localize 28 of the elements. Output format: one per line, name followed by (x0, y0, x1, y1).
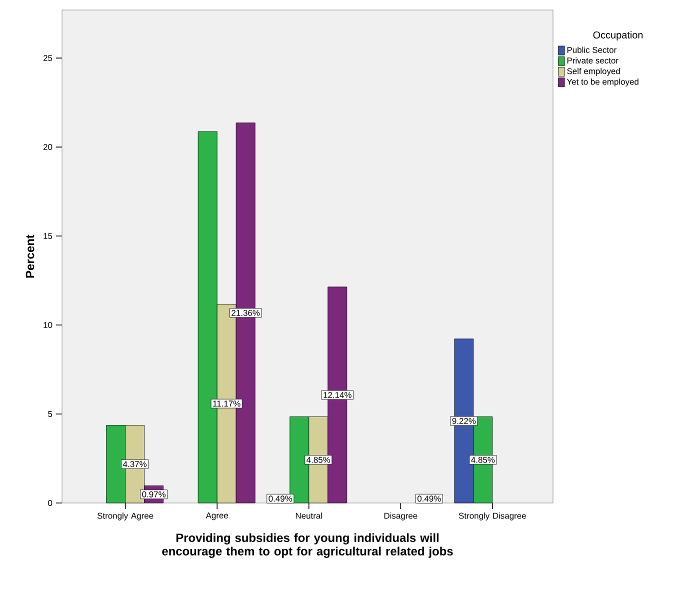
legend-label: Yet to be employed (566, 78, 638, 86)
legend-title: Occupation (593, 31, 643, 40)
y-tick-label: 20 (43, 144, 52, 150)
data-label: 4.85% (471, 456, 495, 463)
x-tick-label: Disagree (384, 512, 418, 520)
x-tick-label: Neutral (296, 512, 322, 519)
data-label: 21.36% (232, 310, 260, 316)
data-label: 0.49% (268, 496, 292, 502)
legend-label: Private sector (567, 57, 618, 64)
data-label: 9.22% (452, 418, 476, 424)
data-label: 11.17% (213, 400, 240, 407)
data-label: 12.14% (324, 392, 352, 398)
data-label: 0.97% (142, 491, 166, 498)
legend-label: Public Sector (567, 46, 616, 53)
x-axis-title: Providing subsidies for young individuals will encourage them to opt for agricultural related jobs (162, 533, 453, 558)
y-tick-label: 25 (43, 55, 52, 62)
y-tick-label: 0 (48, 500, 52, 506)
legend-label: Self employed (567, 68, 620, 76)
y-tick-label: 15 (44, 233, 52, 239)
data-label: 4.37% (123, 461, 147, 468)
x-tick-label: Strongly Agree (97, 512, 154, 520)
y-axis-title: Percent (26, 234, 34, 278)
data-label: 4.85% (306, 456, 330, 463)
data-label: 0.49% (417, 496, 441, 502)
x-tick-label: Agree (206, 512, 228, 520)
x-tick-label: Strongly Disagree (458, 512, 526, 520)
y-tick-label: 5 (48, 411, 52, 417)
y-tick-label: 10 (44, 322, 52, 328)
